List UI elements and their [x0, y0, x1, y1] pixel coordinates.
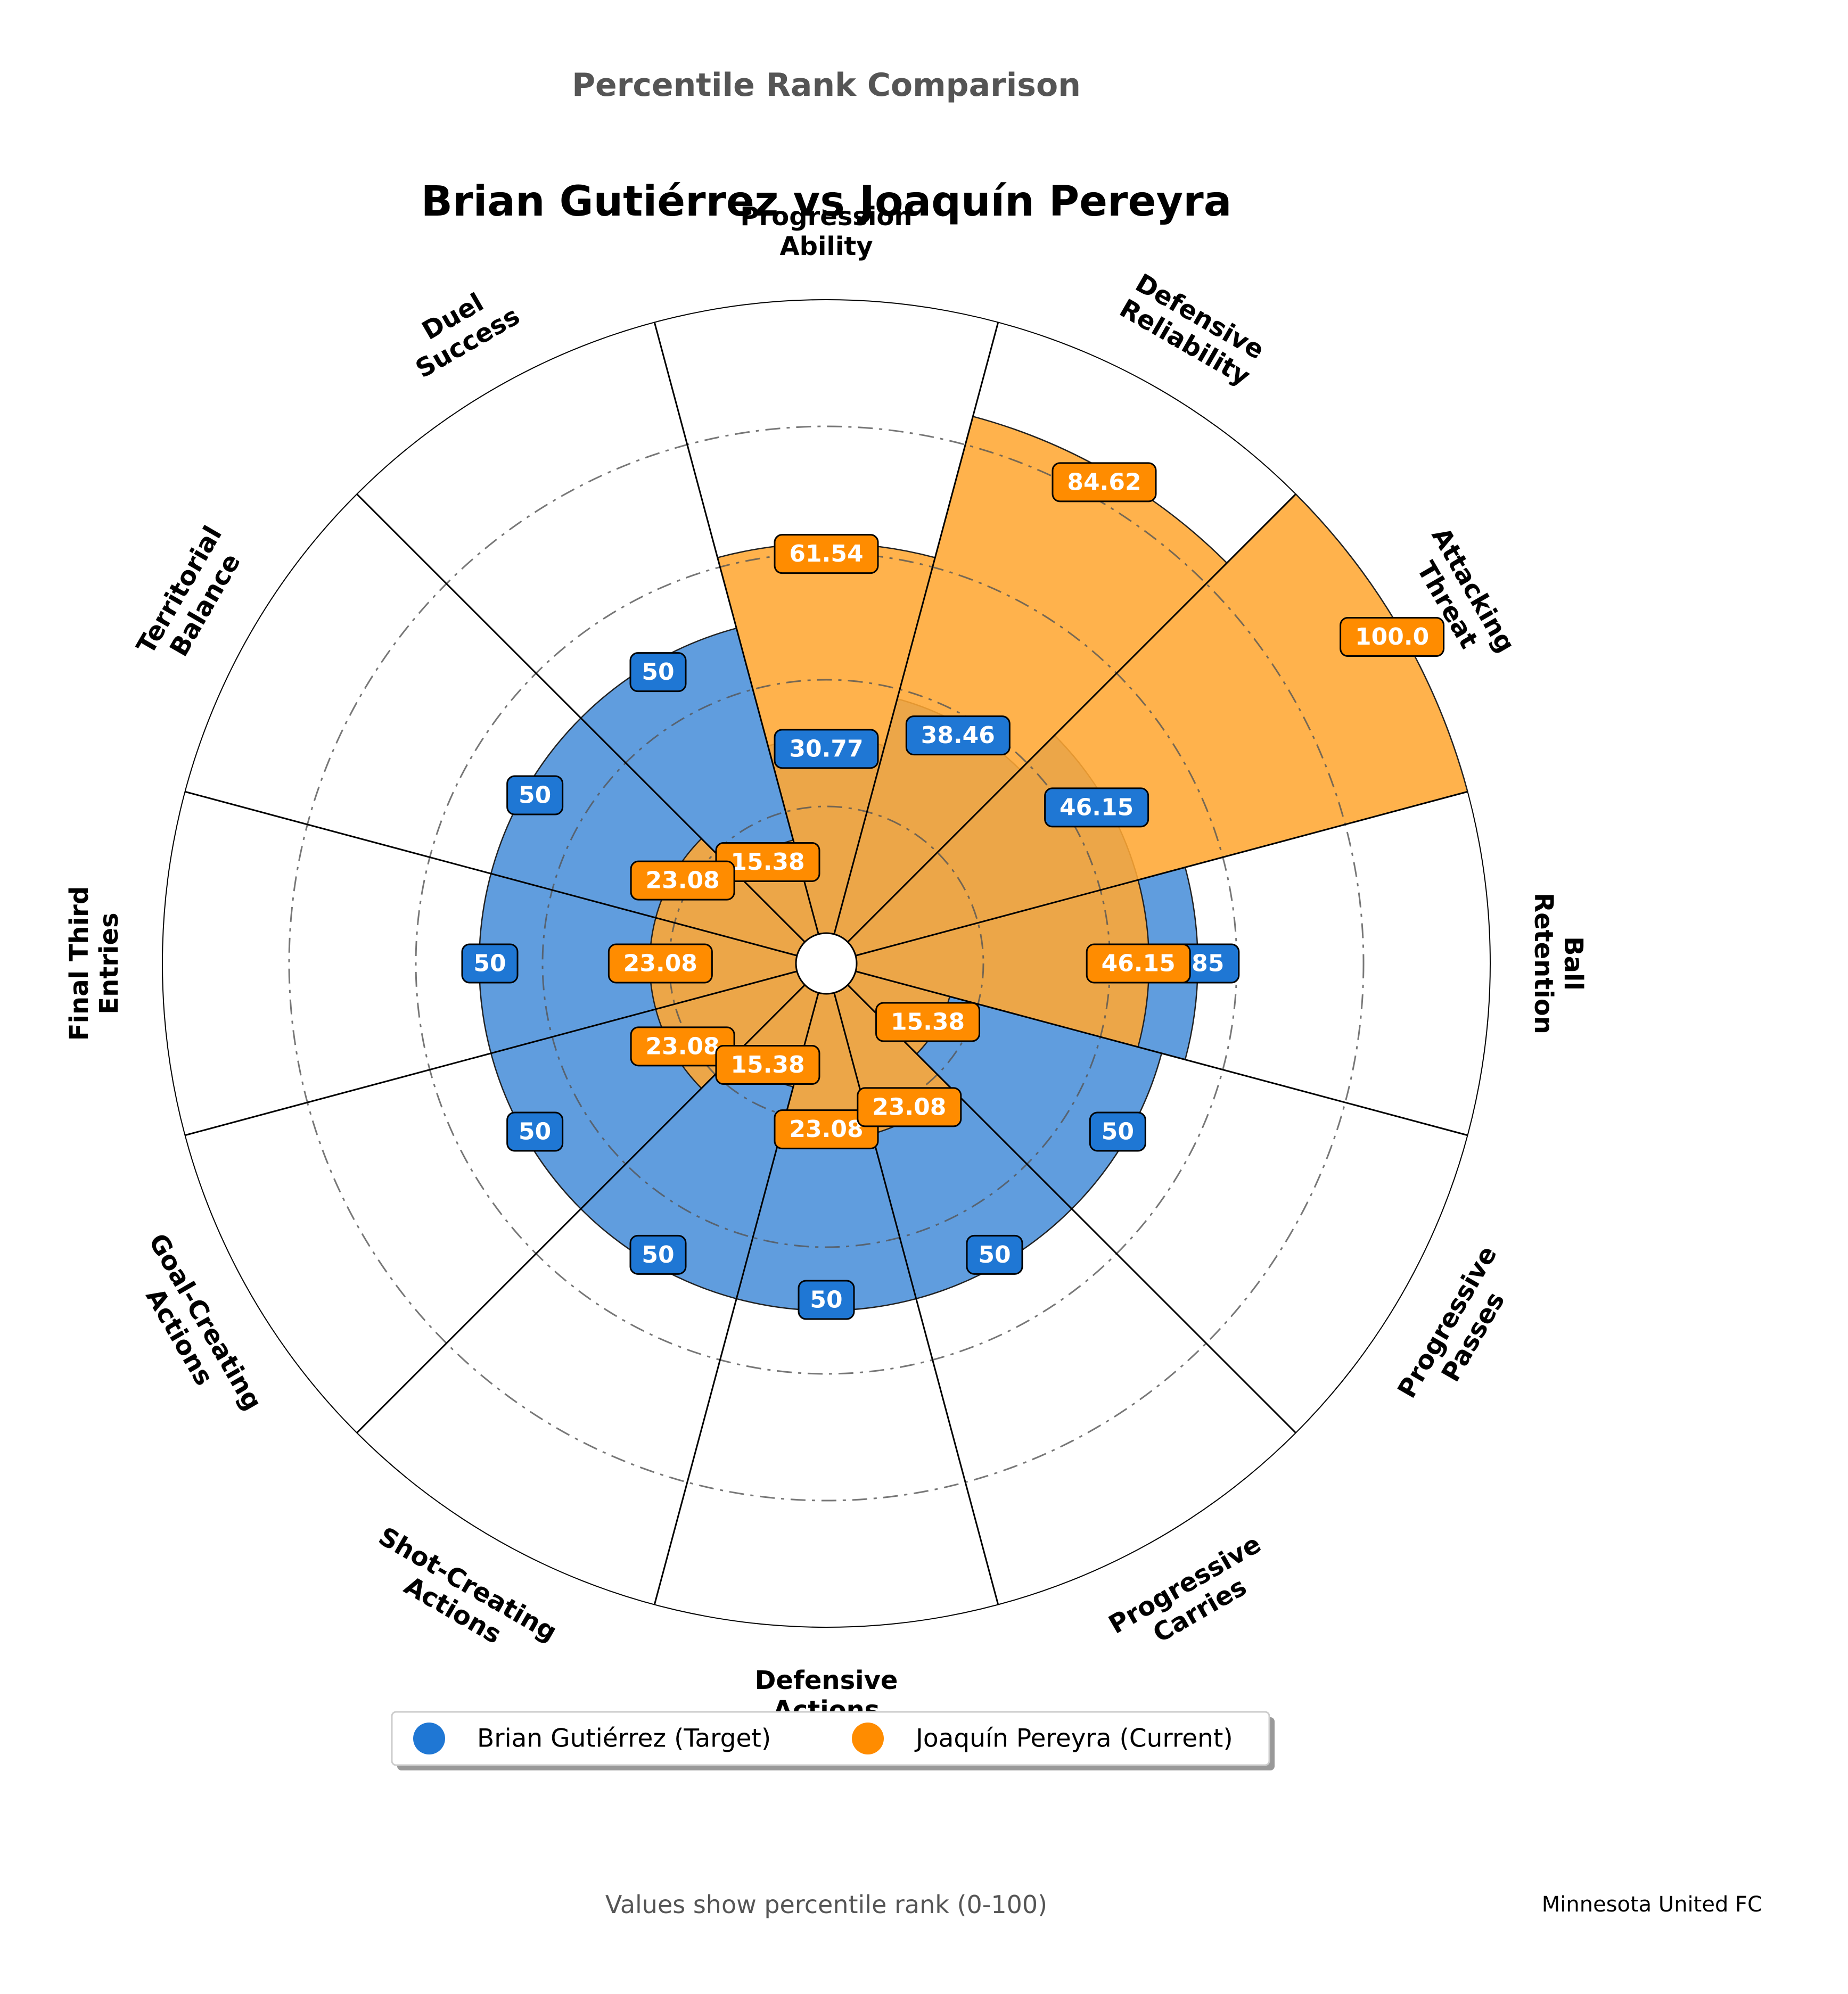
- value-label-box-target: [629, 652, 687, 693]
- sector-divider: [653, 992, 819, 1605]
- category-label: Progression Ability: [740, 202, 912, 261]
- value-label-current: 15.38: [891, 1009, 965, 1036]
- grid-circle: [288, 425, 1365, 1502]
- outer-ring: [162, 299, 1491, 1628]
- value-label-box-current: [1340, 617, 1445, 657]
- chart-title: Brian Gutiérrez vs Joaquín Pereyra: [421, 178, 1232, 226]
- sector-divider: [833, 322, 999, 935]
- value-label-box-current: [1086, 943, 1191, 984]
- value-label-target: 46.15: [1059, 794, 1134, 821]
- legend: Brian Gutiérrez (Target) Joaquín Pereyra…: [391, 1711, 1275, 1770]
- value-label-target: 30.77: [789, 735, 863, 762]
- legend-label-target: Brian Gutiérrez (Target): [477, 1724, 771, 1753]
- value-label-current: 46.15: [1102, 950, 1176, 977]
- category-label: DuelSuccess: [396, 275, 524, 384]
- value-label-current: 15.38: [730, 1051, 804, 1078]
- value-label-target: 50: [978, 1241, 1011, 1268]
- category-label: Final ThirdEntries: [64, 886, 124, 1041]
- footer-note: Values show percentile rank (0-100): [605, 1890, 1047, 1919]
- value-label-box-current: [630, 860, 735, 901]
- value-label-box-target: [798, 1280, 855, 1320]
- value-label-box-target: [506, 1111, 564, 1152]
- value-label-box-target: [1089, 1111, 1146, 1152]
- sector-divider: [847, 493, 1296, 943]
- legend-frame: [391, 1711, 1270, 1766]
- category-label: Shot-CreatingActions: [359, 1521, 562, 1673]
- value-label-target: 50: [519, 1118, 551, 1146]
- value-label-current: 23.08: [872, 1093, 946, 1120]
- sector-divider: [185, 790, 798, 957]
- value-label-box-current: [715, 1045, 820, 1085]
- value-label-box-current: [607, 943, 713, 984]
- sector-divider: [185, 970, 798, 1136]
- legend-marker-target: [413, 1723, 445, 1754]
- value-label-box-target: [1044, 787, 1149, 828]
- suptitle: Percentile Rank Comparison: [572, 67, 1081, 104]
- value-label-box-target: [461, 943, 519, 984]
- value-label-current: 61.54: [789, 540, 863, 567]
- sector-divider: [653, 322, 819, 935]
- value-label-box-target: [629, 1234, 687, 1275]
- category-label: ProgressivePasses: [1392, 1241, 1529, 1418]
- value-label-current: 23.08: [789, 1116, 863, 1143]
- value-label-current: 15.38: [730, 848, 804, 876]
- value-label-box-target: [966, 1234, 1023, 1275]
- sector-divider: [855, 970, 1468, 1136]
- value-label-current: 100.0: [1355, 623, 1429, 650]
- value-label-box-current: [774, 534, 879, 574]
- category-label: BallRetention: [1529, 893, 1588, 1034]
- center-hole: [795, 932, 858, 995]
- category-label: DefensiveReliability: [1114, 268, 1270, 392]
- value-label-target: 50: [810, 1287, 842, 1314]
- sector-divider: [847, 984, 1296, 1433]
- category-label: TerritorialBalance: [131, 521, 254, 674]
- value-label-target: 50: [642, 658, 674, 686]
- value-label-box-target: [506, 775, 564, 815]
- value-label-current: 23.08: [623, 950, 697, 977]
- value-label-target: 50: [642, 1241, 674, 1268]
- value-label-box-target: [774, 729, 879, 769]
- plot-area: 53.8546.1538.4630.77505050505050505046.1…: [64, 202, 1588, 1725]
- value-label-box-current: [857, 1087, 962, 1127]
- grid-circle: [668, 805, 984, 1122]
- legend-label-current: Joaquín Pereyra (Current): [914, 1724, 1233, 1753]
- sector-divider: [855, 790, 1468, 957]
- club-name: Minnesota United FC: [1542, 1892, 1762, 1917]
- legend-marker-current: [852, 1723, 884, 1754]
- category-label: Goal-CreatingActions: [117, 1229, 267, 1430]
- value-label-current: 84.62: [1067, 468, 1141, 496]
- value-label-current: 23.08: [646, 867, 720, 894]
- value-label-target: 38.46: [921, 722, 995, 749]
- category-label: ProgressiveCarries: [1104, 1529, 1281, 1666]
- value-label-current: 23.08: [646, 1033, 720, 1060]
- value-label-box-target: [905, 715, 1011, 756]
- value-label-target: 50: [1102, 1118, 1134, 1146]
- value-label-box-current: [774, 1109, 879, 1150]
- value-label-target: 50: [519, 782, 551, 809]
- value-label-box-current: [875, 1002, 981, 1042]
- value-label-target: 50: [473, 950, 506, 977]
- value-label-box-current: [1052, 462, 1157, 502]
